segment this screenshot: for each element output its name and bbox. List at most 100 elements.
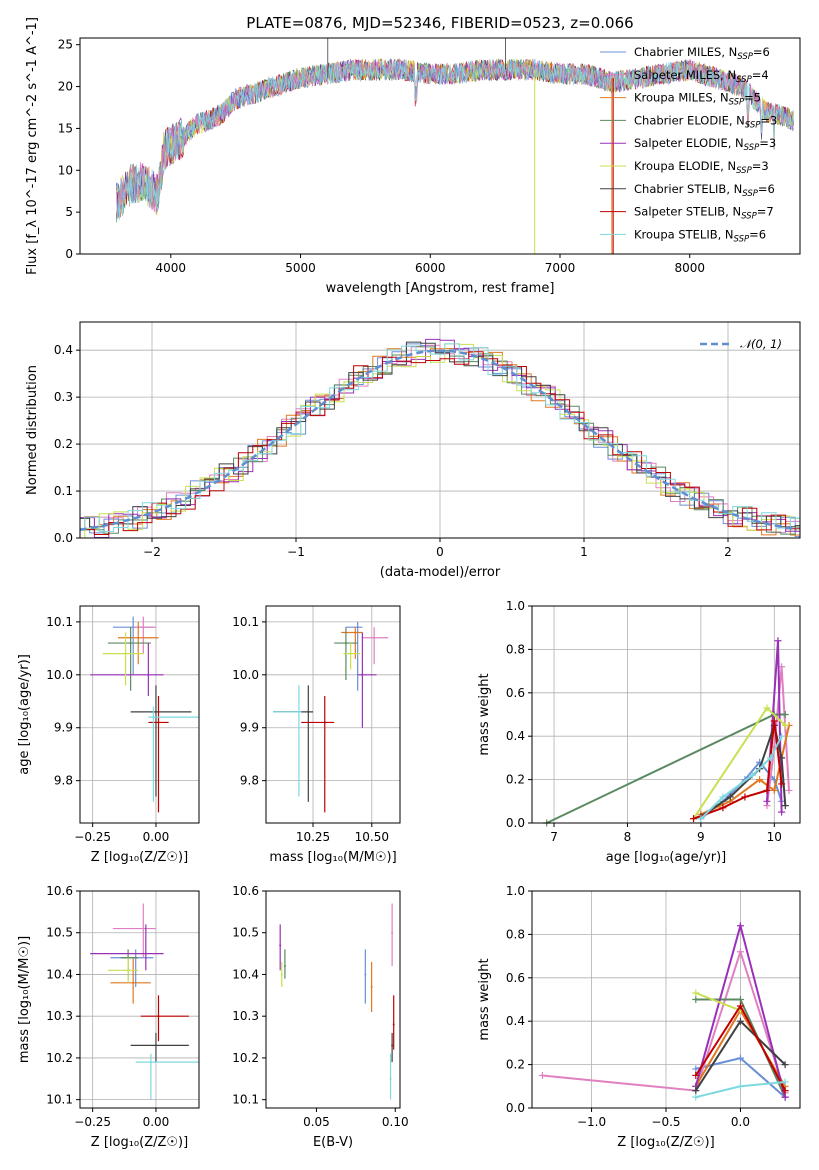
data-point [129, 642, 132, 645]
y-tick-label: 0.0 [506, 816, 525, 830]
x-tick-label: 4000 [156, 261, 187, 275]
spectrum-line-salpeter-miles [116, 58, 794, 219]
y-tick-label: 10.3 [232, 1009, 259, 1023]
x-tick-label: 1 [580, 545, 588, 559]
y-tick-label: 0.8 [506, 642, 525, 656]
x-tick-label: 7000 [545, 261, 576, 275]
histogram-kroupa-stelib [80, 343, 800, 532]
data-point [283, 965, 286, 968]
axes-frame [531, 605, 801, 824]
x-axis-label: Z [log₁₀(Z/Z☉)] [617, 1135, 714, 1150]
x-tick-label: 2 [724, 545, 732, 559]
y-tick-label: 10.1 [46, 1093, 73, 1107]
y-tick-label: 15 [58, 121, 73, 135]
axes-frame [265, 890, 401, 1109]
series-line-chabrier-stelib [700, 721, 787, 818]
y-tick-label: 0.2 [506, 1058, 525, 1072]
plus-marker [690, 815, 698, 823]
gaussian-reference-curve [79, 349, 798, 532]
y-tick-label: 10.5 [46, 926, 73, 940]
plus-marker [719, 793, 727, 801]
plus-marker [781, 1087, 789, 1095]
y-axis-label: Flux [f_λ 10^-17 erg cm^-2 s^-1 A^-1] [25, 17, 40, 275]
y-tick-label: 10.3 [46, 1009, 73, 1023]
x-tick-label: −1 [287, 545, 305, 559]
plus-marker [736, 948, 744, 956]
plus-marker [719, 804, 727, 812]
plus-marker [781, 711, 789, 718]
plus-marker [763, 704, 771, 712]
plus-marker [736, 1017, 744, 1025]
legend-entry: Chabrier MILES, NSSP=6 [634, 45, 770, 62]
data-point [154, 710, 157, 713]
y-axis-label: mass weight [477, 958, 492, 1040]
x-axis-label: wavelength [Angstrom, rest frame] [326, 281, 555, 296]
spectrum-line-chabrier-elodie [116, 58, 794, 223]
legend-entry: Salpeter STELIB, NSSP=7 [634, 205, 774, 222]
plus-marker [763, 786, 771, 794]
plus-marker [748, 771, 756, 779]
plus-marker [692, 1093, 700, 1101]
data-point [132, 981, 135, 984]
plus-marker [781, 1078, 789, 1086]
data-point [142, 927, 145, 930]
panels-group: 4000 5000 6000 7000 80000510152025wavelength… [17, 17, 801, 1150]
y-tick-label: 0.2 [54, 437, 73, 451]
x-tick-label: 9 [697, 830, 705, 844]
plus-marker [736, 1002, 744, 1010]
axes-frame [79, 605, 200, 824]
plus-marker [692, 1087, 700, 1095]
y-tick-label: 10.1 [232, 615, 259, 629]
data-point [391, 931, 394, 934]
data-point [157, 721, 160, 724]
plus-marker [692, 996, 700, 1003]
data-point [391, 1044, 394, 1047]
plus-marker [756, 776, 764, 784]
y-tick-label: 10.5 [232, 926, 259, 940]
plus-marker [770, 717, 778, 725]
data-point [127, 969, 130, 972]
panel-residuals: −2 −1 0 1 2 0.0 0.1 0.2 0.3 0.4 (data-model)/error… [25, 321, 801, 580]
plus-marker [692, 989, 700, 997]
y-tick-label: 1.0 [506, 884, 525, 898]
data-point [152, 716, 155, 719]
x-tick-label: −0.5 [651, 1115, 680, 1129]
plus-marker [697, 815, 705, 823]
x-tick-label: −2 [143, 545, 161, 559]
y-tick-label: 10.6 [232, 884, 259, 898]
data-point [144, 952, 147, 955]
legend-entry: Chabrier ELODIE, NSSP=3 [634, 113, 777, 130]
y-tick-label: 10.2 [232, 1051, 259, 1065]
y-tick-label: 9.9 [240, 721, 259, 735]
x-axis-label: mass [log₁₀(M/M☉)] [269, 850, 396, 865]
y-tick-label: 0.6 [506, 686, 525, 700]
y-tick-label: 10.4 [46, 967, 73, 981]
x-axis-label: E(B-V) [313, 1135, 353, 1150]
y-tick-label: 0.4 [506, 729, 525, 743]
x-tick-label: 0.0 [731, 1115, 750, 1129]
x-axis-label: age [log₁₀(age/yr)] [606, 850, 727, 865]
plus-marker [778, 808, 786, 816]
series-line-kroupa-elodie [695, 992, 741, 1012]
x-tick-label: 10.50 [355, 830, 389, 844]
plus-marker [785, 786, 793, 794]
y-axis-label: mass [log₁₀(M/M☉)] [17, 936, 32, 1063]
axes-frame [531, 890, 801, 1109]
y-tick-label: 10.4 [232, 967, 259, 981]
data-point [354, 631, 357, 634]
plus-marker [736, 922, 744, 930]
x-axis-label: Z [log₁₀(Z/Z☉)] [91, 850, 188, 865]
figure-title: PLATE=0876, MJD=52346, FIBERID=0523, z=0… [246, 14, 633, 32]
legend-entry: Kroupa STELIB, NSSP=6 [634, 227, 766, 244]
plus-marker [770, 786, 778, 794]
x-tick-label: 0 [436, 545, 444, 559]
y-tick-label: 10 [58, 163, 73, 177]
axes-frame [79, 37, 801, 255]
data-point [142, 626, 145, 629]
y-tick-label: 5 [65, 205, 73, 219]
x-tick-label: 8000 [674, 261, 705, 275]
data-point [157, 1015, 160, 1018]
x-tick-label: −0.25 [74, 830, 111, 844]
data-point [149, 1061, 152, 1064]
y-tick-label: 0.1 [54, 484, 73, 498]
